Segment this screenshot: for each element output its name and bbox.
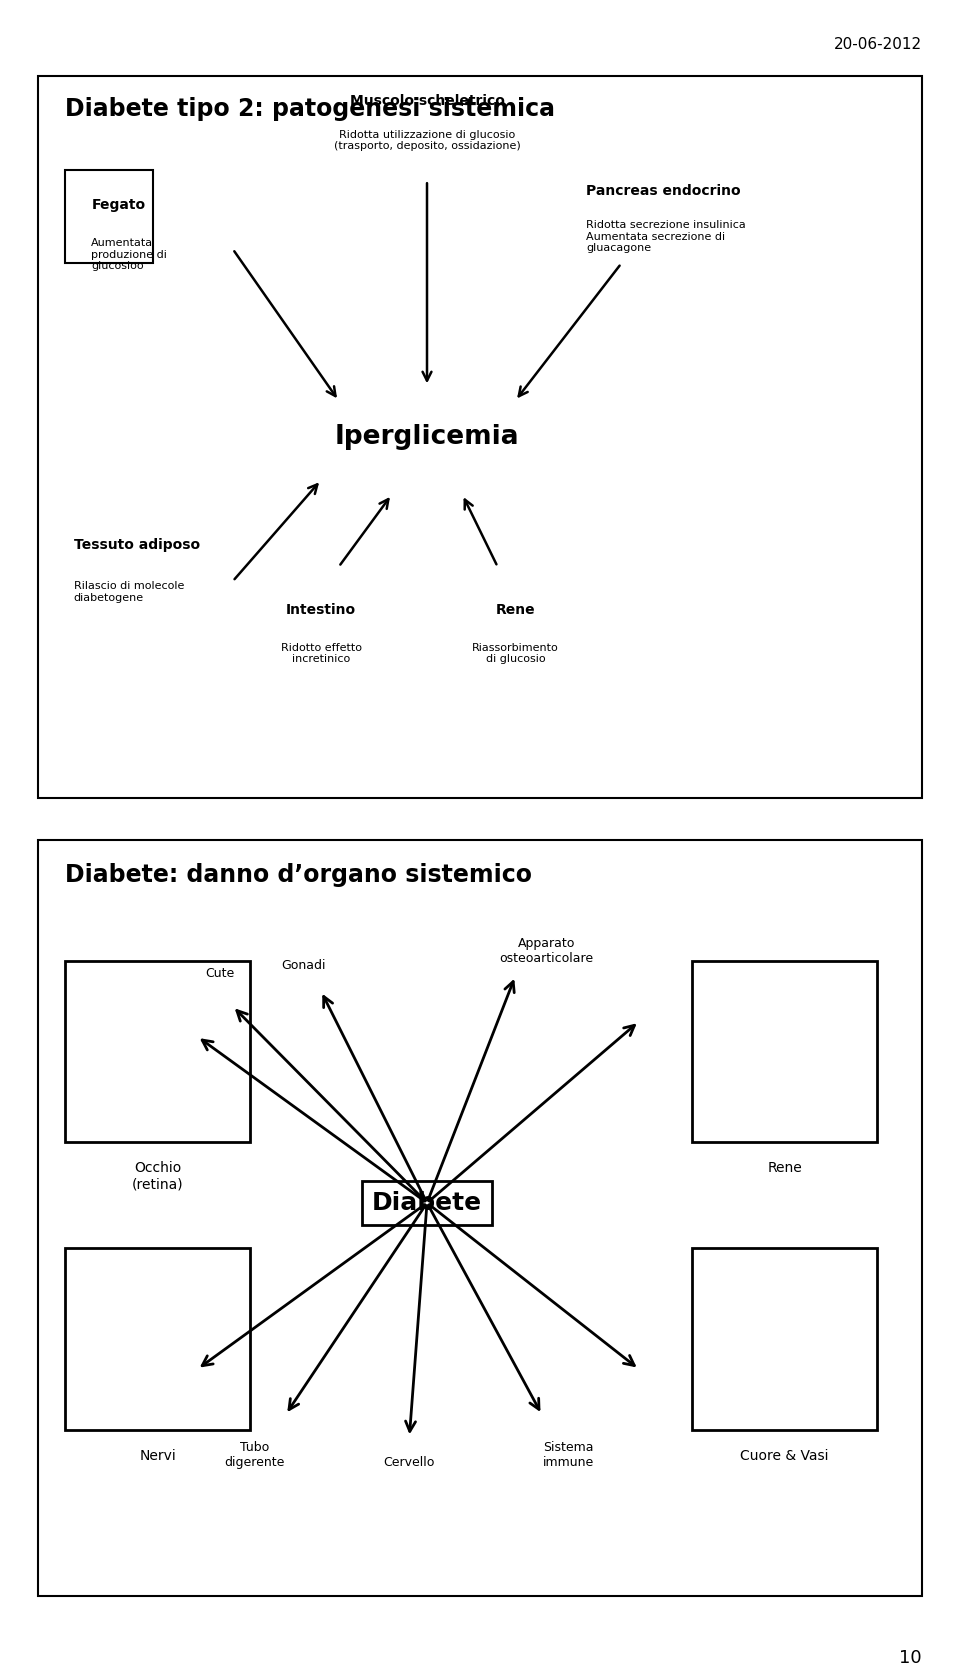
Text: Apparato
osteoarticolare: Apparato osteoarticolare bbox=[499, 937, 593, 964]
Text: Rene: Rene bbox=[495, 603, 535, 617]
Text: Sistema
immune: Sistema immune bbox=[542, 1441, 594, 1468]
Bar bbox=[65, 170, 154, 264]
Text: Cute: Cute bbox=[204, 968, 234, 979]
Text: Riassorbimento
di glucosio: Riassorbimento di glucosio bbox=[472, 643, 559, 664]
Text: Diabete: danno d’organo sistemico: Diabete: danno d’organo sistemico bbox=[65, 864, 532, 887]
Text: Iperglicemia: Iperglicemia bbox=[335, 423, 519, 450]
Text: Intestino: Intestino bbox=[286, 603, 356, 617]
Text: 10: 10 bbox=[899, 1648, 922, 1667]
Text: Ridotto effetto
incretinico: Ridotto effetto incretinico bbox=[280, 643, 362, 664]
Text: Pancreas endocrino: Pancreas endocrino bbox=[586, 183, 740, 198]
Text: Rilascio di molecole
diabetogene: Rilascio di molecole diabetogene bbox=[74, 581, 184, 603]
Bar bbox=[692, 1248, 877, 1430]
Text: Cervello: Cervello bbox=[384, 1457, 435, 1468]
Text: Nervi: Nervi bbox=[139, 1448, 176, 1463]
Text: Tubo
digerente: Tubo digerente bbox=[225, 1441, 285, 1468]
Text: Rene: Rene bbox=[767, 1161, 802, 1176]
Text: Gonadi: Gonadi bbox=[281, 959, 325, 973]
Text: Diabete: Diabete bbox=[372, 1191, 482, 1215]
Text: Tessuto adiposo: Tessuto adiposo bbox=[74, 538, 200, 553]
Text: 20-06-2012: 20-06-2012 bbox=[833, 37, 922, 52]
Bar bbox=[65, 1248, 251, 1430]
Text: Cuore & Vasi: Cuore & Vasi bbox=[740, 1448, 828, 1463]
Text: Occhio
(retina): Occhio (retina) bbox=[132, 1161, 183, 1191]
Text: Ridotta utilizzazione di glucosio
(trasporto, deposito, ossidazione): Ridotta utilizzazione di glucosio (trasp… bbox=[334, 129, 520, 151]
Text: Ridotta secrezione insulinica
Aumentata secrezione di
gluacagone: Ridotta secrezione insulinica Aumentata … bbox=[586, 220, 746, 254]
Bar bbox=[65, 961, 251, 1142]
Text: Aumentata
produzione di
glucosioo: Aumentata produzione di glucosioo bbox=[91, 239, 167, 272]
Text: Fegato: Fegato bbox=[91, 198, 146, 212]
Text: Diabete tipo 2: patogenesi sistemica: Diabete tipo 2: patogenesi sistemica bbox=[65, 97, 555, 121]
Bar bbox=[692, 961, 877, 1142]
Text: Muscolo scheletrico: Muscolo scheletrico bbox=[349, 94, 504, 108]
